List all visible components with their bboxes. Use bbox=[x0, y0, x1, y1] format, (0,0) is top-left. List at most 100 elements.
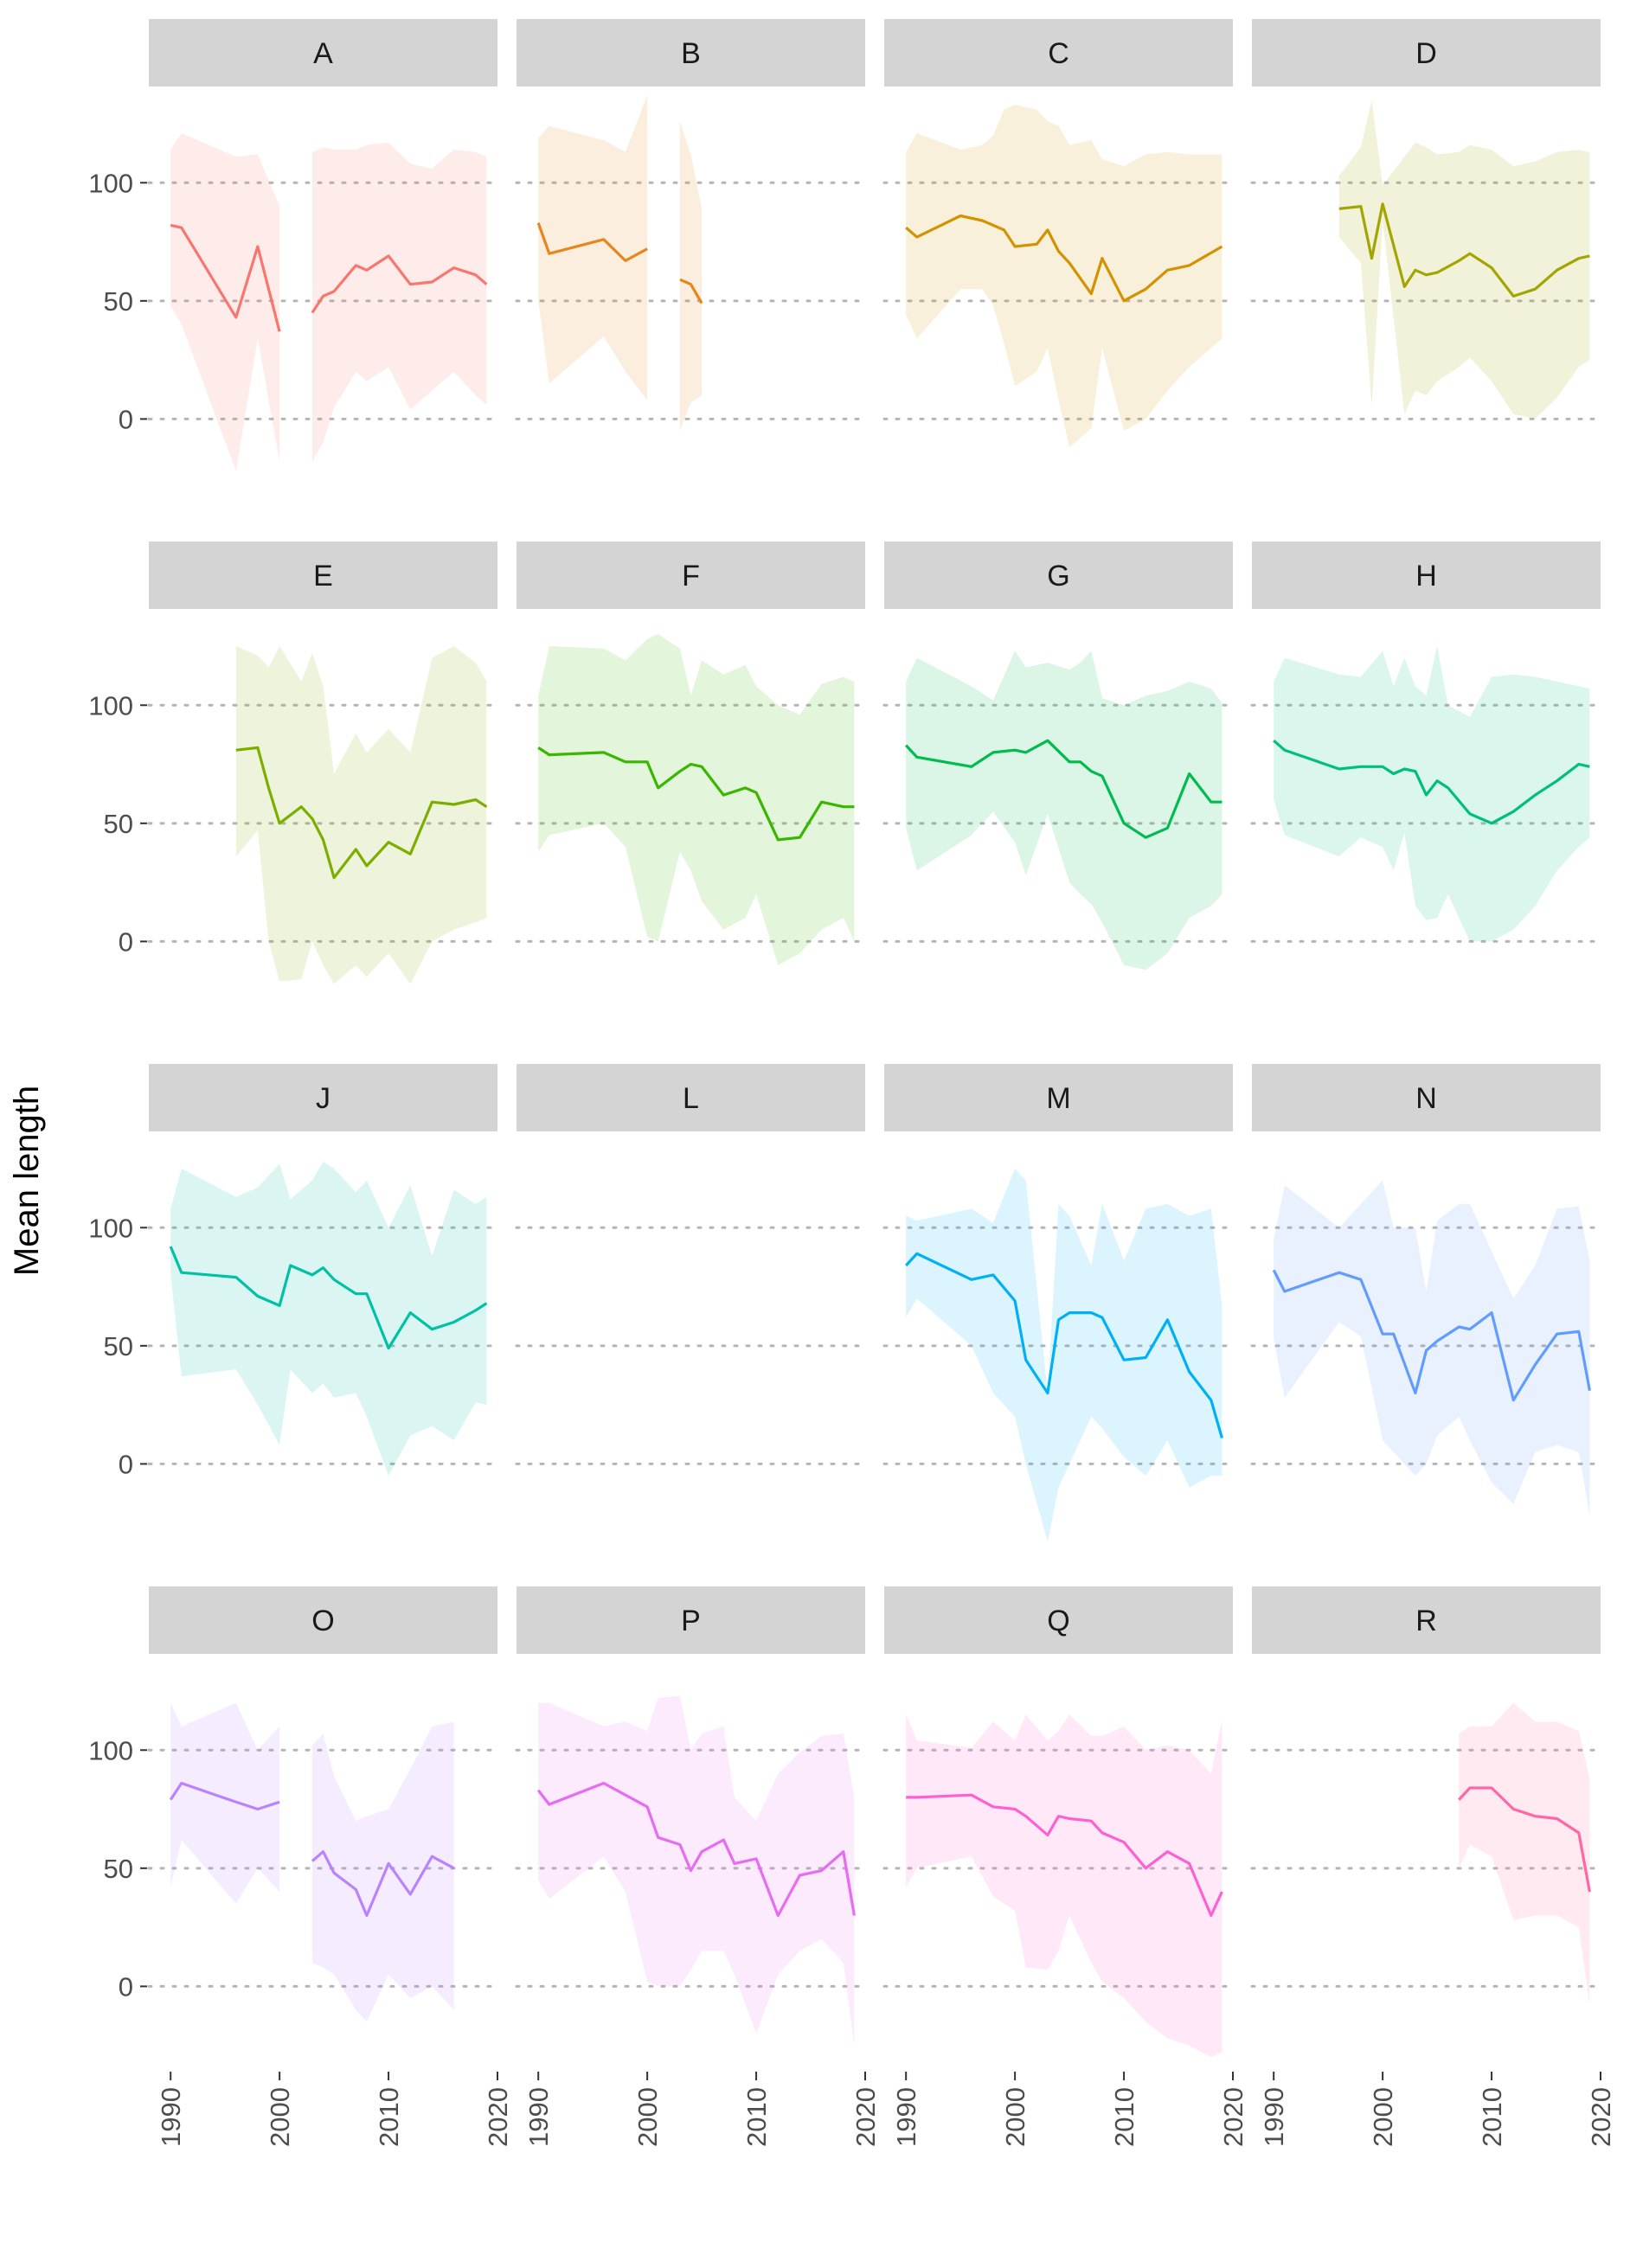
facet-label: A bbox=[313, 37, 333, 70]
x-tick-label: 2020 bbox=[483, 2087, 513, 2147]
facet-label: O bbox=[311, 1605, 334, 1637]
ribbon-A-1 bbox=[311, 142, 487, 462]
x-tick-label: 2000 bbox=[1000, 2087, 1030, 2147]
x-tick-label: 2020 bbox=[850, 2087, 881, 2147]
x-tick-label: 2000 bbox=[632, 2087, 663, 2147]
facet-strip bbox=[884, 1064, 1233, 1131]
x-axes: 1990 2000 2010 2020 1990 2000 2010 2020 1990 2000… bbox=[156, 2072, 1616, 2147]
panel-J: J 0 50 100 bbox=[88, 1064, 499, 1479]
line-N-0 bbox=[1272, 1269, 1591, 1402]
y-tick-label: 50 bbox=[104, 809, 133, 839]
facet-strip bbox=[884, 19, 1233, 86]
facet-strip bbox=[1252, 541, 1601, 609]
y-axis-label: Mean length bbox=[8, 1086, 46, 1276]
y-tick-label: 0 bbox=[119, 926, 133, 957]
panel-P: P bbox=[515, 1586, 867, 2046]
panel-Q: Q bbox=[882, 1586, 1235, 2058]
ribbon-B-1 bbox=[679, 121, 703, 432]
facet-strip bbox=[149, 1586, 497, 1654]
y-tick-label: 0 bbox=[119, 404, 133, 434]
ribbon-C-0 bbox=[906, 105, 1222, 448]
facet-strip bbox=[884, 541, 1233, 609]
ribbon-N-0 bbox=[1274, 1180, 1590, 1516]
facet-strip bbox=[149, 1064, 497, 1131]
panel-B: B bbox=[515, 19, 867, 432]
x-tick-label: 1990 bbox=[523, 2087, 554, 2147]
facet-strip bbox=[517, 541, 865, 609]
facet-strip bbox=[1252, 1586, 1601, 1654]
x-tick-label: 2000 bbox=[265, 2087, 295, 2147]
panel-O: O 0 50 100 bbox=[88, 1586, 499, 2022]
line-A-0 bbox=[170, 223, 281, 332]
ribbon-O-1 bbox=[311, 1721, 454, 2022]
y-tick-label: 50 bbox=[104, 1854, 133, 1884]
ribbon-D-0 bbox=[1338, 99, 1590, 420]
facet-strip bbox=[1252, 19, 1601, 86]
ribbon-R-0 bbox=[1459, 1702, 1590, 2006]
panel-D: D bbox=[1250, 19, 1602, 420]
facet-label: M bbox=[1046, 1082, 1070, 1115]
facet-strip bbox=[1252, 1064, 1601, 1131]
facet-label: E bbox=[313, 560, 333, 593]
facet-strip bbox=[149, 19, 497, 86]
ribbon-F-0 bbox=[538, 634, 855, 965]
facet-label: F bbox=[682, 560, 700, 593]
facet-label: N bbox=[1415, 1082, 1437, 1115]
line-B-1 bbox=[679, 278, 703, 304]
line-Q-0 bbox=[906, 1793, 1223, 1918]
x-tick-label: 1990 bbox=[156, 2087, 186, 2147]
facet-strip bbox=[149, 541, 497, 609]
facet-strip bbox=[517, 1586, 865, 1654]
panels: A 0 50 100 B C D E 0 50 100 F G H J 0 50 100 L M N O 0 50 100 P Q R bbox=[88, 19, 1602, 2058]
facet-strip bbox=[517, 19, 865, 86]
x-tick-label: 2010 bbox=[1109, 2087, 1139, 2147]
ribbon-Q-0 bbox=[906, 1714, 1222, 2058]
ribbon-O-0 bbox=[170, 1702, 280, 1904]
panel-F: F bbox=[515, 541, 867, 965]
line-O-1 bbox=[311, 1850, 455, 1918]
x-tick-label: 2020 bbox=[1218, 2087, 1248, 2147]
y-tick-label: 0 bbox=[119, 1971, 133, 2002]
panel-E: E 0 50 100 bbox=[88, 541, 499, 984]
line-M-0 bbox=[905, 1252, 1223, 1438]
facet-label: H bbox=[1415, 560, 1437, 593]
panel-R: R bbox=[1250, 1586, 1602, 2006]
y-tick-label: 50 bbox=[104, 286, 133, 317]
y-tick-label: 100 bbox=[88, 168, 133, 198]
ribbon-H-0 bbox=[1274, 646, 1590, 942]
line-P-0 bbox=[536, 1781, 856, 1918]
panel-A: A 0 50 100 bbox=[88, 19, 499, 471]
line-D-0 bbox=[1338, 202, 1590, 298]
x-tick-label: 2010 bbox=[741, 2087, 772, 2147]
facet-label: P bbox=[681, 1605, 701, 1637]
line-F-0 bbox=[537, 746, 855, 842]
facet-label: Q bbox=[1047, 1605, 1069, 1637]
facet-strip bbox=[884, 1586, 1233, 1654]
y-tick-label: 100 bbox=[88, 1735, 133, 1765]
y-tick-label: 50 bbox=[104, 1331, 133, 1361]
ribbon-J-0 bbox=[170, 1161, 487, 1477]
line-A-1 bbox=[311, 254, 488, 314]
panel-M: M bbox=[882, 1064, 1235, 1542]
line-H-0 bbox=[1273, 739, 1590, 825]
facet-label: G bbox=[1047, 560, 1069, 593]
y-tick-label: 0 bbox=[119, 1449, 133, 1479]
line-B-0 bbox=[536, 222, 648, 262]
panel-C: C bbox=[882, 19, 1235, 448]
ribbon-G-0 bbox=[906, 650, 1222, 971]
line-R-0 bbox=[1458, 1786, 1591, 1893]
panel-G: G bbox=[882, 541, 1235, 971]
y-tick-label: 100 bbox=[88, 1213, 133, 1243]
ribbon-A-0 bbox=[170, 132, 280, 471]
line-J-0 bbox=[169, 1246, 488, 1350]
facet-label: D bbox=[1415, 37, 1437, 70]
panel-H: H bbox=[1250, 541, 1602, 943]
line-C-0 bbox=[905, 214, 1223, 303]
line-O-0 bbox=[169, 1781, 280, 1811]
ribbon-B-0 bbox=[538, 95, 648, 400]
y-tick-label: 100 bbox=[88, 690, 133, 721]
x-tick-label: 2010 bbox=[374, 2087, 404, 2147]
facet-label: R bbox=[1415, 1605, 1437, 1637]
facet-label: J bbox=[316, 1082, 330, 1115]
